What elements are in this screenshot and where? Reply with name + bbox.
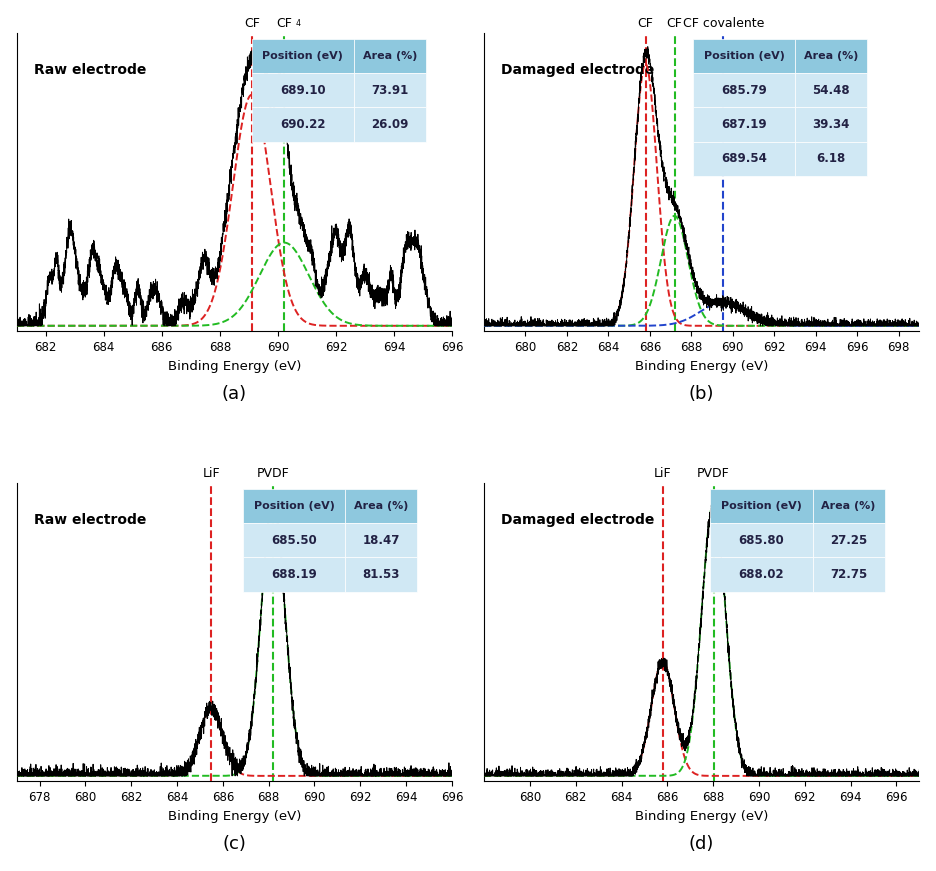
Text: 39.34: 39.34 [812, 118, 850, 131]
X-axis label: Binding Energy (eV): Binding Energy (eV) [635, 810, 768, 823]
Text: (a): (a) [222, 385, 247, 403]
Text: Area (%): Area (%) [804, 51, 858, 61]
Text: CF: CF [243, 17, 259, 30]
FancyBboxPatch shape [243, 523, 345, 557]
FancyBboxPatch shape [345, 557, 417, 591]
Text: 54.48: 54.48 [812, 84, 850, 97]
Text: CF: CF [666, 17, 682, 30]
FancyBboxPatch shape [345, 489, 417, 523]
Text: PVDF: PVDF [256, 467, 289, 480]
FancyBboxPatch shape [252, 107, 354, 142]
Text: CF: CF [637, 17, 653, 30]
FancyBboxPatch shape [710, 489, 812, 523]
Text: 73.91: 73.91 [372, 84, 408, 97]
Text: Position (eV): Position (eV) [704, 51, 784, 61]
Text: LiF: LiF [654, 467, 671, 480]
FancyBboxPatch shape [693, 107, 796, 142]
Text: 6.18: 6.18 [816, 152, 846, 165]
FancyBboxPatch shape [693, 38, 796, 73]
Text: 688.02: 688.02 [739, 568, 784, 581]
Text: 687.19: 687.19 [722, 118, 767, 131]
Text: 27.25: 27.25 [830, 534, 868, 547]
Text: Area (%): Area (%) [363, 51, 417, 61]
X-axis label: Binding Energy (eV): Binding Energy (eV) [168, 810, 301, 823]
FancyBboxPatch shape [354, 107, 426, 142]
Text: 688.19: 688.19 [271, 568, 317, 581]
FancyBboxPatch shape [252, 38, 354, 73]
Text: 690.22: 690.22 [280, 118, 326, 131]
Text: 685.79: 685.79 [722, 84, 767, 97]
FancyBboxPatch shape [693, 73, 796, 107]
Text: Area (%): Area (%) [354, 501, 408, 511]
Text: Raw electrode: Raw electrode [34, 63, 146, 77]
FancyBboxPatch shape [710, 523, 812, 557]
FancyBboxPatch shape [796, 142, 867, 176]
FancyBboxPatch shape [345, 523, 417, 557]
Text: Position (eV): Position (eV) [254, 501, 334, 511]
Text: Raw electrode: Raw electrode [34, 513, 146, 527]
Text: LiF: LiF [202, 467, 220, 480]
FancyBboxPatch shape [354, 38, 426, 73]
FancyBboxPatch shape [710, 557, 812, 591]
Text: PVDF: PVDF [697, 467, 730, 480]
Text: 689.54: 689.54 [722, 152, 768, 165]
Text: 18.47: 18.47 [362, 534, 400, 547]
FancyBboxPatch shape [693, 142, 796, 176]
FancyBboxPatch shape [243, 489, 345, 523]
Text: (d): (d) [689, 835, 714, 854]
Text: 81.53: 81.53 [362, 568, 400, 581]
Text: CF: CF [276, 17, 292, 30]
Text: Position (eV): Position (eV) [721, 501, 802, 511]
Text: Position (eV): Position (eV) [262, 51, 344, 61]
Text: Damaged electrode: Damaged electrode [502, 513, 655, 527]
Text: $_4$: $_4$ [295, 17, 301, 30]
Text: 72.75: 72.75 [830, 568, 868, 581]
Text: Area (%): Area (%) [822, 501, 876, 511]
Text: CF covalente: CF covalente [682, 17, 764, 30]
FancyBboxPatch shape [796, 107, 867, 142]
Text: 689.10: 689.10 [280, 84, 326, 97]
FancyBboxPatch shape [354, 73, 426, 107]
X-axis label: Binding Energy (eV): Binding Energy (eV) [168, 360, 301, 373]
FancyBboxPatch shape [252, 73, 354, 107]
Text: 685.80: 685.80 [739, 534, 784, 547]
FancyBboxPatch shape [812, 557, 885, 591]
Text: (b): (b) [689, 385, 714, 403]
Text: 685.50: 685.50 [271, 534, 317, 547]
FancyBboxPatch shape [796, 73, 867, 107]
FancyBboxPatch shape [243, 557, 345, 591]
Text: 26.09: 26.09 [372, 118, 409, 131]
Text: (c): (c) [223, 835, 246, 854]
X-axis label: Binding Energy (eV): Binding Energy (eV) [635, 360, 768, 373]
Text: Damaged electrode: Damaged electrode [502, 63, 655, 77]
FancyBboxPatch shape [812, 523, 885, 557]
FancyBboxPatch shape [796, 38, 867, 73]
FancyBboxPatch shape [812, 489, 885, 523]
